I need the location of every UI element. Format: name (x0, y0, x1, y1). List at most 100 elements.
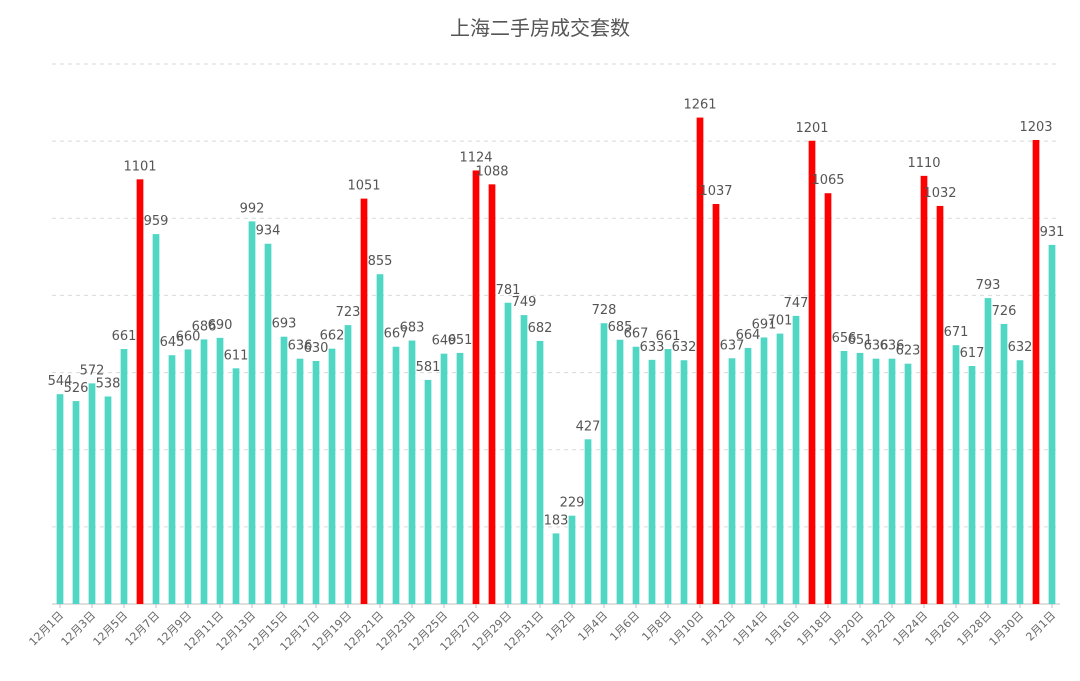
value-label: 931 (1040, 225, 1065, 240)
value-label: 630 (304, 341, 329, 356)
bar-1月4日 (600, 323, 608, 604)
x-tick-label: 1月22日 (859, 609, 899, 649)
value-label: 855 (368, 254, 393, 269)
value-label: 660 (176, 329, 201, 344)
bar-1月31日 (1032, 139, 1040, 605)
value-label: 526 (64, 381, 89, 396)
value-label: 664 (736, 328, 761, 343)
bar-12月6日 (136, 179, 144, 604)
value-label: 691 (752, 317, 777, 332)
bar-1月6日 (632, 346, 640, 604)
value-label: 728 (592, 303, 617, 318)
bar-1月25日 (936, 205, 944, 604)
bar-1月22日 (888, 358, 896, 604)
bar-1月16日 (792, 315, 800, 604)
value-label: 1032 (923, 186, 956, 201)
value-label: 1261 (683, 98, 716, 113)
bar-1月5日 (616, 339, 624, 604)
x-tick-label: 12月1日 (27, 609, 67, 649)
x-tick-labels: 12月1日12月3日12月5日12月7日12月9日12月11日12月13日12月… (27, 604, 1058, 653)
value-label: 686 (192, 319, 217, 334)
value-label: 934 (256, 224, 281, 239)
x-tick-label: 1月10日 (667, 609, 707, 649)
bar-1月11日 (712, 204, 720, 604)
value-label: 682 (528, 321, 553, 336)
value-label: 1201 (795, 121, 828, 136)
x-tick-label: 12月3日 (59, 609, 99, 649)
value-label: 747 (784, 296, 809, 311)
value-label: 544 (48, 374, 73, 389)
value-label: 538 (96, 376, 121, 391)
bar-12月19日 (344, 325, 352, 604)
value-label: 667 (624, 327, 649, 342)
value-label: 749 (512, 295, 537, 310)
bar-12月12日 (232, 368, 240, 604)
value-label: 793 (976, 278, 1001, 293)
bar-1月19日 (840, 350, 848, 604)
bar-1月30日 (1016, 360, 1024, 604)
bar-1月29日 (1000, 323, 1008, 604)
bar-1月28日 (984, 298, 992, 604)
bar-12月18日 (328, 348, 336, 604)
bars (56, 117, 1056, 605)
bar-2月1日 (1048, 244, 1056, 604)
value-label: 581 (416, 360, 441, 375)
bar-12月21日 (376, 274, 384, 604)
bar-1月20日 (856, 352, 864, 604)
value-label: 959 (144, 214, 169, 229)
bar-12月27日 (472, 170, 480, 604)
value-label: 427 (576, 419, 601, 434)
value-label: 662 (320, 329, 345, 344)
value-label: 723 (336, 305, 361, 320)
bar-12月10日 (200, 339, 208, 604)
value-label: 645 (160, 335, 185, 350)
value-label: 632 (672, 340, 697, 355)
value-label: 1037 (699, 184, 732, 199)
x-tick-label: 1月20日 (827, 609, 867, 649)
chart-title: 上海二手房成交套数 (450, 16, 630, 40)
value-label: 651 (448, 333, 473, 348)
bar-12月11日 (216, 337, 224, 604)
value-label: 636 (288, 339, 313, 354)
bar-12月23日 (408, 340, 416, 604)
value-label: 572 (80, 363, 105, 378)
bar-12月13日 (248, 221, 256, 604)
value-label: 667 (384, 327, 409, 342)
value-label: 1203 (1019, 120, 1052, 135)
value-label: 617 (960, 346, 985, 361)
bar-1月9日 (680, 360, 688, 604)
bar-12月9日 (184, 349, 192, 604)
bar-1月14日 (760, 337, 768, 604)
value-label: 781 (496, 283, 521, 298)
value-label: 693 (272, 317, 297, 332)
x-tick-label: 2月1日 (1023, 609, 1058, 644)
x-tick-label: 1月24日 (891, 609, 931, 649)
bar-12月7日 (152, 234, 160, 604)
value-label: 992 (240, 201, 265, 216)
bar-12月24日 (424, 379, 432, 604)
bar-1月24日 (920, 175, 928, 605)
bar-1月7日 (648, 359, 656, 604)
value-label: 633 (640, 340, 665, 355)
value-label: 637 (720, 338, 745, 353)
bar-12月31日 (536, 340, 544, 604)
bar-1月18日 (824, 193, 832, 604)
bar-1月15日 (776, 333, 784, 604)
bar-12月8日 (168, 355, 176, 604)
value-label: 1124 (459, 150, 492, 165)
x-tick-label: 1月26日 (923, 609, 963, 649)
bar-1月3日 (584, 439, 592, 604)
value-label: 656 (832, 331, 857, 346)
x-tick-label: 12月7日 (123, 609, 163, 649)
bar-1月8日 (664, 349, 672, 604)
value-label: 671 (944, 325, 969, 340)
value-label: 683 (400, 321, 425, 336)
bar-12月22日 (392, 346, 400, 604)
bar-12月14日 (264, 243, 272, 605)
x-tick-label: 12月5日 (91, 609, 131, 649)
x-tick-label: 1月4日 (575, 609, 610, 644)
bar-12月15日 (280, 336, 288, 604)
bar-1月17日 (808, 140, 816, 604)
bar-1月10日 (696, 117, 704, 605)
